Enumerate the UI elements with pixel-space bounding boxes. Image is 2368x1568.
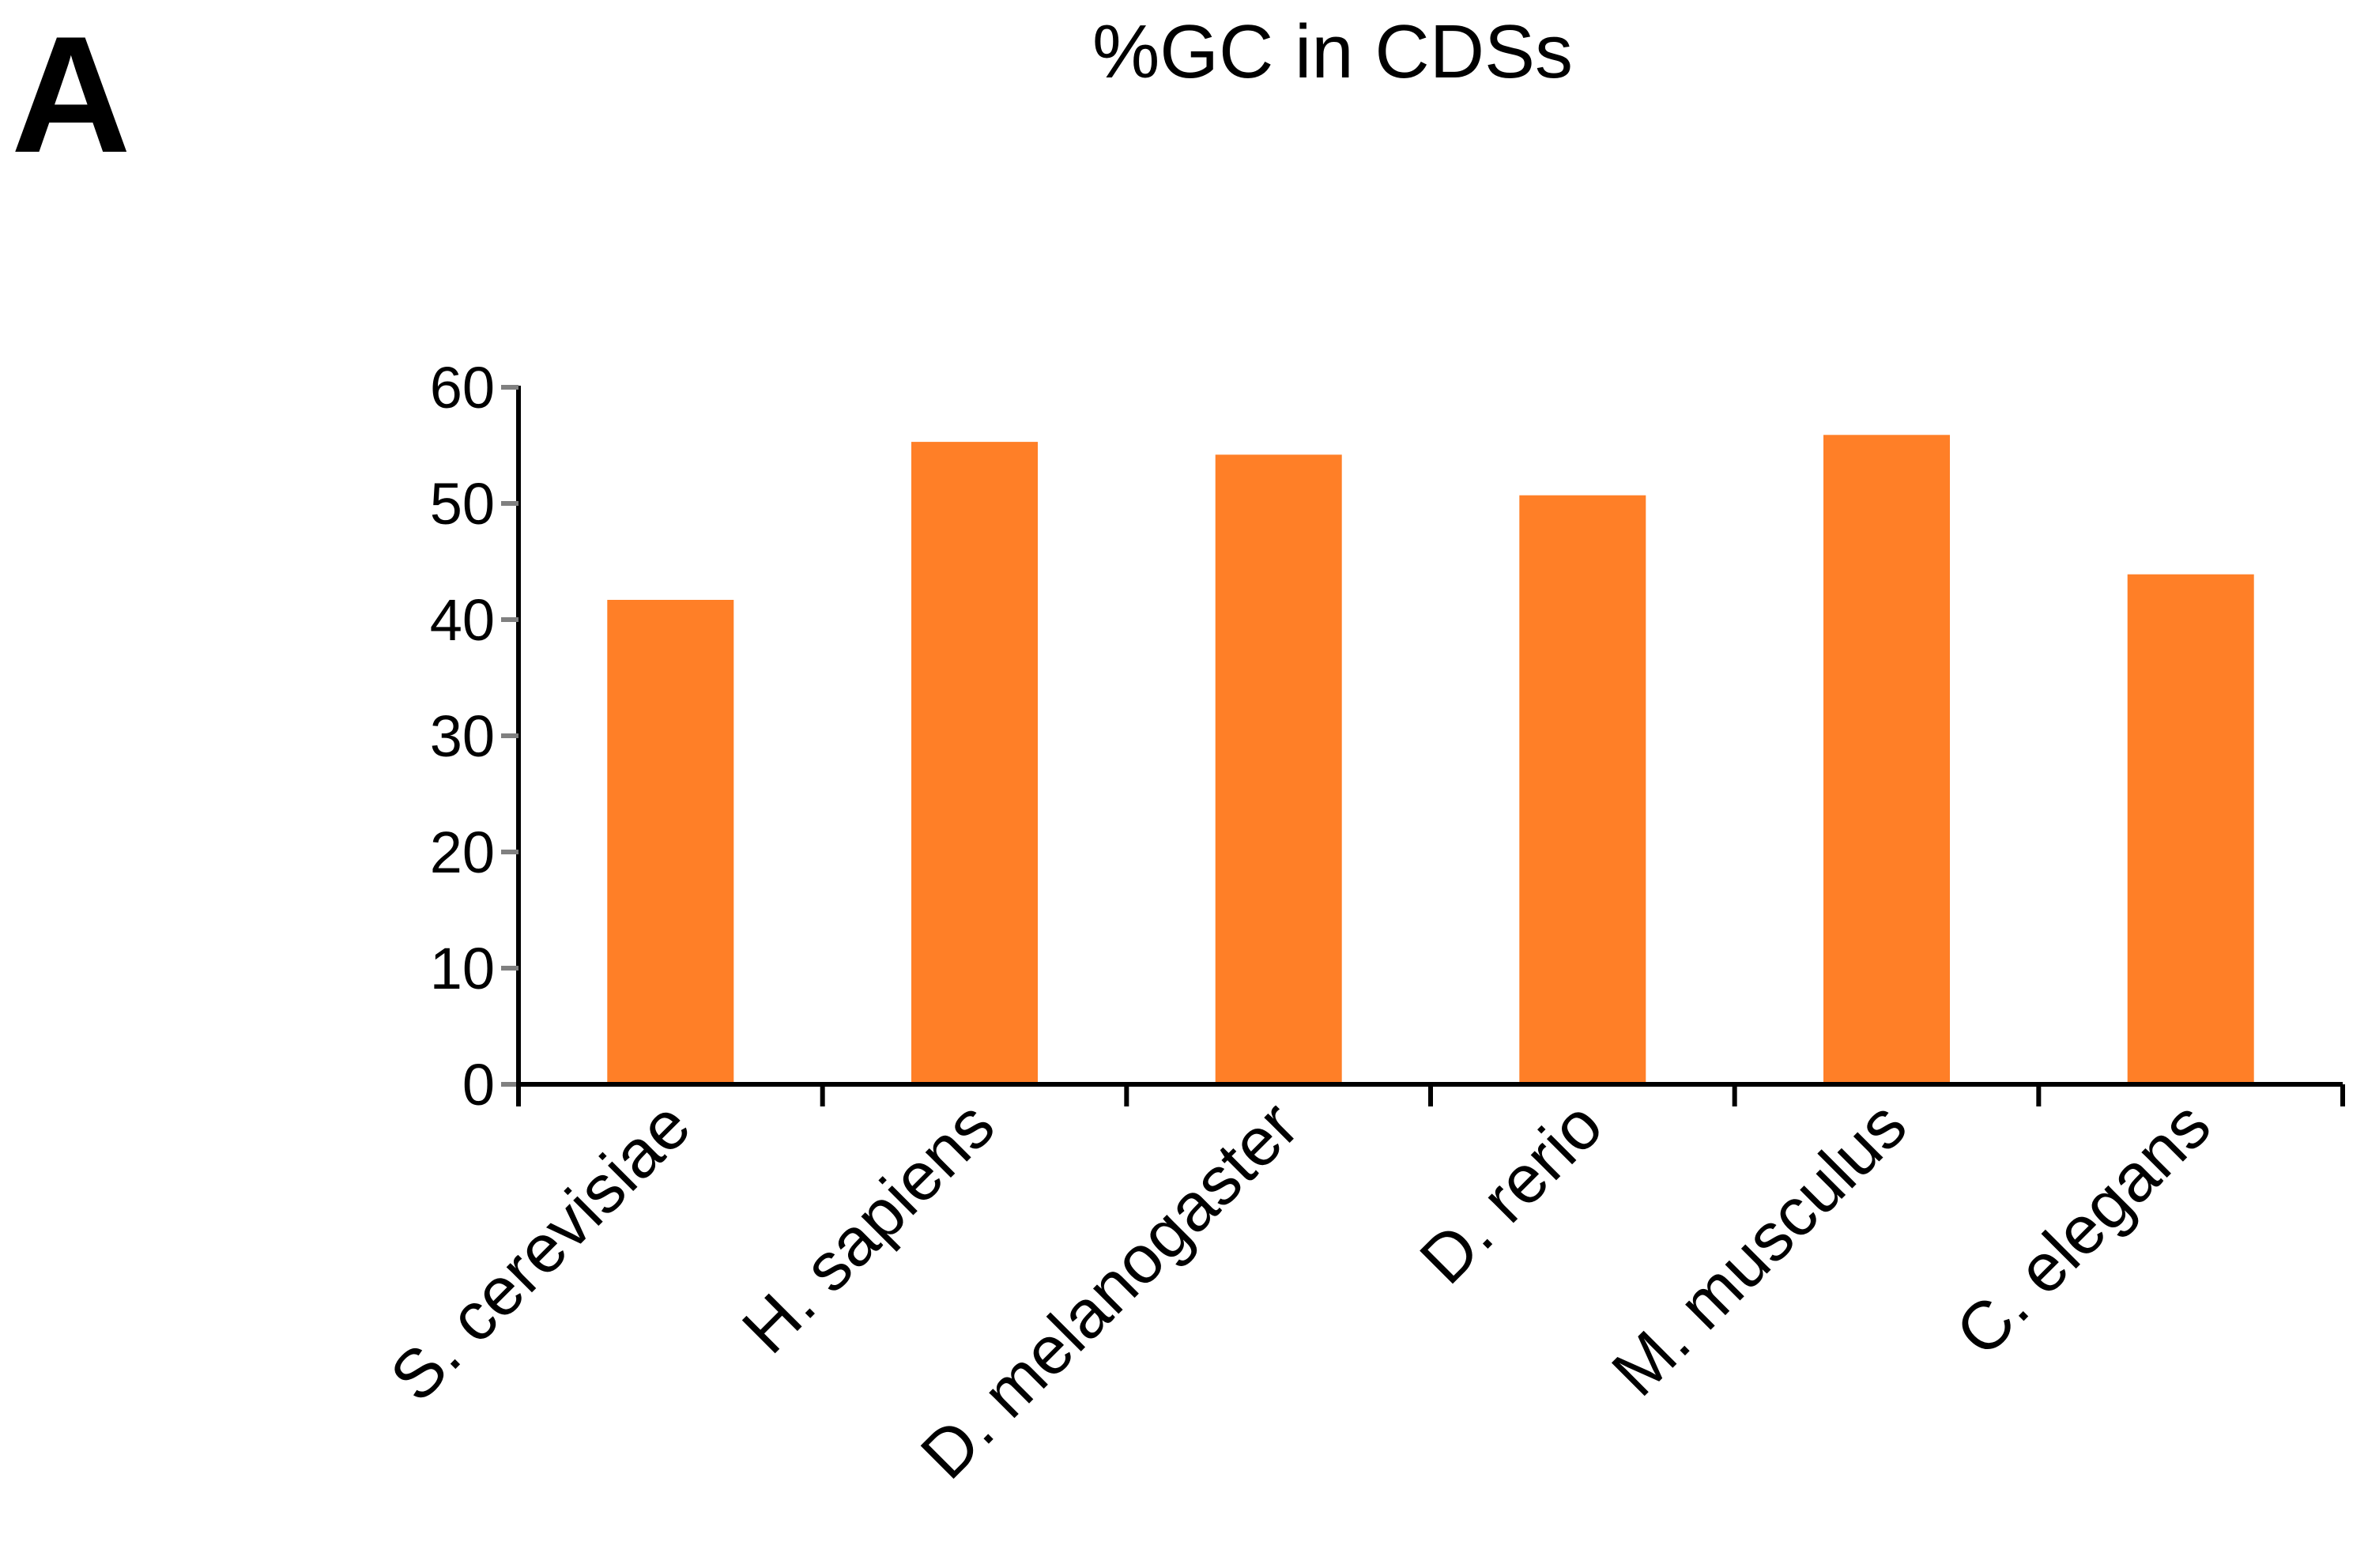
bars-group: [607, 435, 2254, 1084]
y-tick-label: 30: [430, 703, 495, 769]
chart-title: %GC in CDSs: [1092, 9, 1573, 94]
bar-d-melanogaster: [1215, 454, 1342, 1084]
bar-d-rerio: [1519, 495, 1646, 1084]
y-tick-label: 40: [430, 587, 495, 653]
x-tick-label: H. sapiens: [728, 1087, 1009, 1368]
panel-label: A: [11, 2, 131, 187]
y-tick-label: 10: [430, 936, 495, 1001]
y-tick-label: 50: [430, 471, 495, 537]
y-tick-label: 60: [430, 355, 495, 420]
bar-h-sapiens: [911, 442, 1038, 1084]
x-tick-label: S. cerevisiae: [376, 1087, 705, 1416]
bar-s-cerevisiae: [607, 600, 734, 1084]
x-tick-label: M. musculus: [1597, 1087, 1921, 1411]
bar-c-elegans: [2127, 574, 2254, 1084]
y-axis: 0 10 20 30 40 50 60: [430, 355, 521, 1118]
bar-m-musculus: [1823, 435, 1950, 1084]
y-tick-label: 0: [462, 1052, 495, 1118]
y-tick-label: 20: [430, 820, 495, 885]
x-tick-label: C. elegans: [1941, 1087, 2225, 1371]
x-tick-label: D. rerio: [1406, 1087, 1617, 1298]
